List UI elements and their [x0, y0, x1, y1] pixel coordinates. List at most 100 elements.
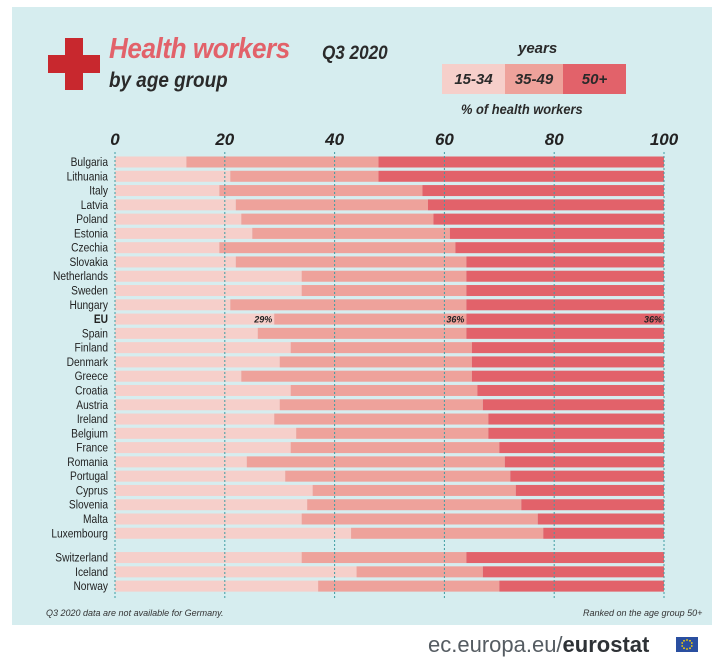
category-label: Sweden [71, 285, 108, 298]
bar-segment-35-49 [279, 356, 472, 368]
bar-segment-35-49 [274, 313, 467, 325]
category-label: Lithuania [67, 171, 109, 184]
bar-segment-50+ [466, 327, 664, 339]
bar-segment-35-49 [301, 513, 538, 525]
bar-segment-35-49 [285, 470, 511, 482]
legend-item-35-49: 35-49 [505, 64, 563, 94]
category-label: Iceland [75, 566, 108, 579]
bar-segment-50+ [471, 342, 664, 354]
category-label: Belgium [71, 428, 108, 441]
bar-segment-15-34 [115, 513, 302, 525]
bar-segment-50+ [455, 242, 664, 254]
legend-label: 50+ [581, 70, 608, 88]
x-tick-label: 60 [435, 130, 454, 149]
legend-unit: % of health workers [461, 101, 583, 117]
bar-segment-35-49 [235, 256, 467, 268]
bar-segment-15-34 [115, 427, 297, 439]
bar-segment-15-34 [115, 327, 258, 339]
bar-segment-35-49 [301, 270, 467, 282]
bar-segment-50+ [466, 299, 664, 311]
x-tick-label: 100 [650, 130, 679, 149]
bar-segment-50+ [449, 227, 664, 239]
bar-segment-50+ [499, 580, 664, 592]
bar-segment-35-49 [356, 566, 483, 578]
category-label: Netherlands [53, 271, 108, 284]
bar-segment-15-34 [115, 199, 236, 211]
bar-segment-15-34 [115, 342, 291, 354]
bar-segment-50+ [466, 313, 664, 325]
x-tick-label: 0 [110, 130, 120, 149]
chart-subtitle: by age group [109, 69, 228, 92]
bar-segment-15-34 [115, 227, 253, 239]
bar-segment-35-49 [241, 213, 434, 225]
source-brand: eurostat [562, 632, 650, 657]
bar-segment-50+ [466, 285, 664, 297]
category-label: Bulgaria [71, 156, 109, 169]
category-label: Poland [76, 213, 108, 226]
category-label: Italy [89, 185, 108, 198]
bar-segment-35-49 [301, 285, 467, 297]
bar-segment-15-34 [115, 442, 291, 454]
bar-segment-15-34 [115, 499, 308, 511]
bar-segment-50+ [499, 442, 664, 454]
legend-item-15-34: 15-34 [442, 64, 505, 94]
bar-segment-15-34 [115, 413, 275, 425]
bar-segment-15-34 [115, 170, 231, 182]
bar-segment-35-49 [230, 299, 467, 311]
bar-segment-35-49 [230, 170, 379, 182]
bar-segment-50+ [482, 566, 664, 578]
bar-segment-50+ [488, 413, 664, 425]
bar-segment-15-34 [115, 256, 236, 268]
bar-segment-35-49 [279, 399, 483, 411]
source-credit: ec.europa.eu/eurostat [428, 632, 649, 658]
bar-segment-35-49 [246, 456, 505, 468]
bar-segment-35-49 [290, 384, 478, 396]
bar-segment-35-49 [301, 552, 467, 564]
category-label: Greece [75, 371, 108, 384]
bar-segment-50+ [510, 470, 664, 482]
category-label: Croatia [75, 385, 109, 398]
legend-title: years [518, 40, 558, 57]
bar-segment-15-34 [115, 552, 302, 564]
bar-segment-50+ [378, 170, 664, 182]
legend-item-50plus: 50+ [563, 64, 626, 94]
bar-segment-15-34 [115, 370, 242, 382]
bar-segment-50+ [471, 370, 664, 382]
x-tick-label: 20 [214, 130, 234, 149]
bar-segment-35-49 [307, 499, 522, 511]
bar-segment-15-34 [115, 484, 313, 496]
bar-segment-15-34 [115, 399, 280, 411]
footnote-germany: Q3 2020 data are not available for Germa… [46, 608, 224, 618]
category-label: Czechia [71, 242, 109, 255]
source-prefix: ec.europa.eu/ [428, 632, 563, 657]
bar-segment-35-49 [235, 199, 428, 211]
bar-segment-35-49 [219, 242, 456, 254]
bar-segment-15-34 [115, 242, 220, 254]
category-label: Latvia [81, 199, 109, 212]
bar-segment-50+ [543, 527, 664, 539]
bar-segment-35-49 [312, 484, 516, 496]
legend-label: 15-34 [454, 70, 493, 88]
bar-segment-50+ [378, 156, 664, 168]
category-label: Luxembourg [51, 528, 108, 541]
bar-segment-35-49 [274, 413, 489, 425]
category-label: Slovenia [69, 499, 109, 512]
bar-segment-50+ [488, 427, 664, 439]
category-label: EU [94, 313, 108, 326]
bar-segment-15-34 [115, 566, 357, 578]
bar-segment-15-34 [115, 185, 220, 197]
category-label: Denmark [67, 356, 109, 369]
bar-segment-35-49 [318, 580, 500, 592]
x-tick-label: 40 [324, 130, 344, 149]
eu-flag-icon [676, 637, 698, 652]
bar-segment-50+ [466, 552, 664, 564]
bar-segment-50+ [427, 199, 664, 211]
bar-segment-15-34 [115, 285, 302, 297]
chart-period: Q3 2020 [322, 43, 388, 64]
bar-segment-15-34 [115, 156, 187, 168]
bar-segment-15-34 [115, 580, 319, 592]
bar-segment-15-34 [115, 356, 280, 368]
x-tick-label: 80 [545, 130, 564, 149]
bar-segment-50+ [521, 499, 664, 511]
bar-segment-50+ [482, 399, 664, 411]
